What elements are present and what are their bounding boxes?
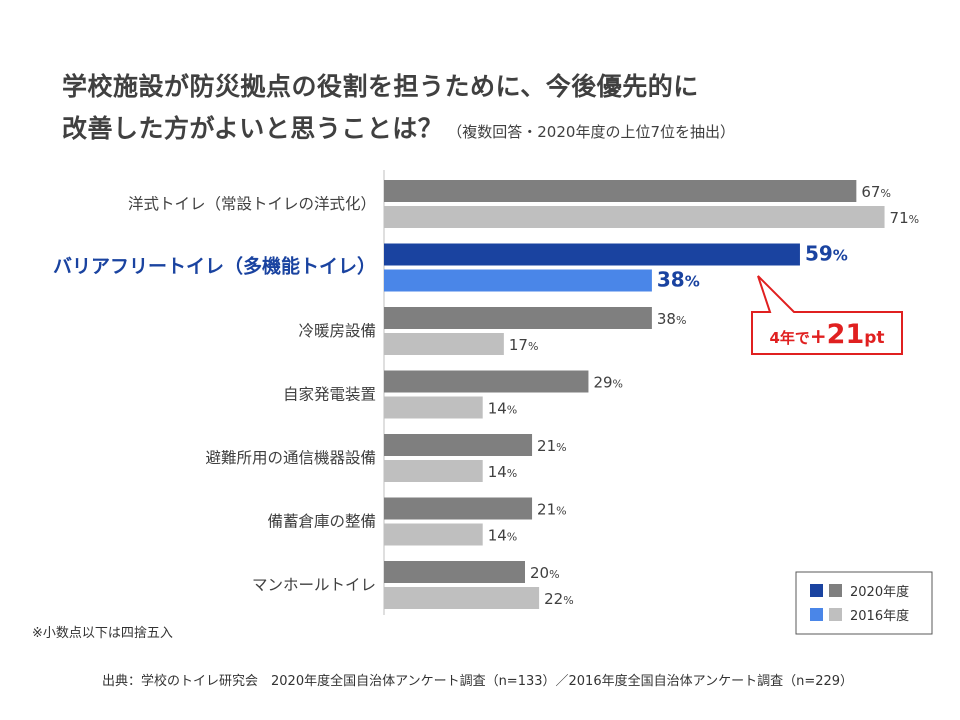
data-label: 67%	[861, 183, 891, 201]
data-label: 38%	[657, 310, 687, 328]
data-label: 38%	[657, 268, 700, 292]
legend-swatch	[829, 584, 842, 597]
bar-2020	[384, 243, 800, 266]
chart-title: 学校施設が防災拠点の役割を担うために、今後優先的に 改善した方がよいと思うことは…	[62, 66, 942, 153]
data-label: 17%	[509, 336, 539, 354]
data-label: 20%	[530, 564, 560, 582]
callout-text: 4年で+21pt	[769, 319, 884, 350]
data-label: 14%	[488, 400, 518, 418]
bar-2016	[384, 333, 504, 355]
legend-label: 2016年度	[850, 608, 909, 624]
data-label: 71%	[890, 209, 920, 227]
category-label: マンホールトイレ	[252, 576, 376, 594]
data-label: 21%	[537, 437, 567, 455]
data-label: 21%	[537, 501, 567, 519]
legend-label: 2020年度	[850, 584, 909, 600]
data-label: 22%	[544, 590, 574, 608]
category-label: 冷暖房設備	[298, 322, 376, 340]
legend-swatch-highlight	[810, 608, 823, 621]
bar-2020	[384, 307, 652, 329]
legend-box	[795, 571, 933, 635]
title-line-2: 改善した方がよいと思うことは？ （複数回答・2020年度の上位7位を抽出）	[62, 108, 942, 153]
bar-2020	[384, 434, 533, 456]
bar-2016	[384, 523, 483, 546]
bar-2016	[384, 396, 483, 419]
category-label: 備蓄倉庫の整備	[267, 513, 376, 531]
data-label: 59%	[805, 242, 848, 266]
bar-2016	[384, 587, 540, 609]
category-label: 自家発電装置	[283, 386, 376, 404]
bar-2020	[384, 497, 533, 520]
title-line-1: 学校施設が防災拠点の役割を担うために、今後優先的に	[62, 72, 699, 101]
callout-bubble	[751, 275, 903, 355]
source-citation: 出典：学校のトイレ研究会 2020年度全国自治体アンケート調査（n=133）／2…	[102, 674, 854, 689]
bar-2020	[384, 180, 857, 202]
title-line-2-text: 改善した方がよいと思うことは？	[62, 114, 444, 143]
category-label: 避難所用の通信機器設備	[205, 449, 376, 467]
legend-swatch-highlight	[810, 584, 823, 597]
legend-swatch	[829, 608, 842, 621]
chart-subtitle: （複数回答・2020年度の上位7位を抽出）	[447, 123, 735, 141]
data-label: 29%	[593, 374, 623, 392]
category-label: 洋式トイレ（常設トイレの洋式化）	[128, 195, 376, 213]
category-label: バリアフリートイレ（多機能トイレ）	[53, 255, 376, 278]
footnote: ※小数点以下は四捨五入	[32, 626, 173, 641]
data-label: 14%	[488, 463, 518, 481]
bar-2020	[384, 561, 525, 583]
bar-2020	[384, 370, 589, 393]
data-label: 14%	[488, 527, 518, 545]
bar-2016	[384, 460, 483, 482]
bar-2016	[384, 206, 885, 228]
bar-2016	[384, 269, 652, 292]
